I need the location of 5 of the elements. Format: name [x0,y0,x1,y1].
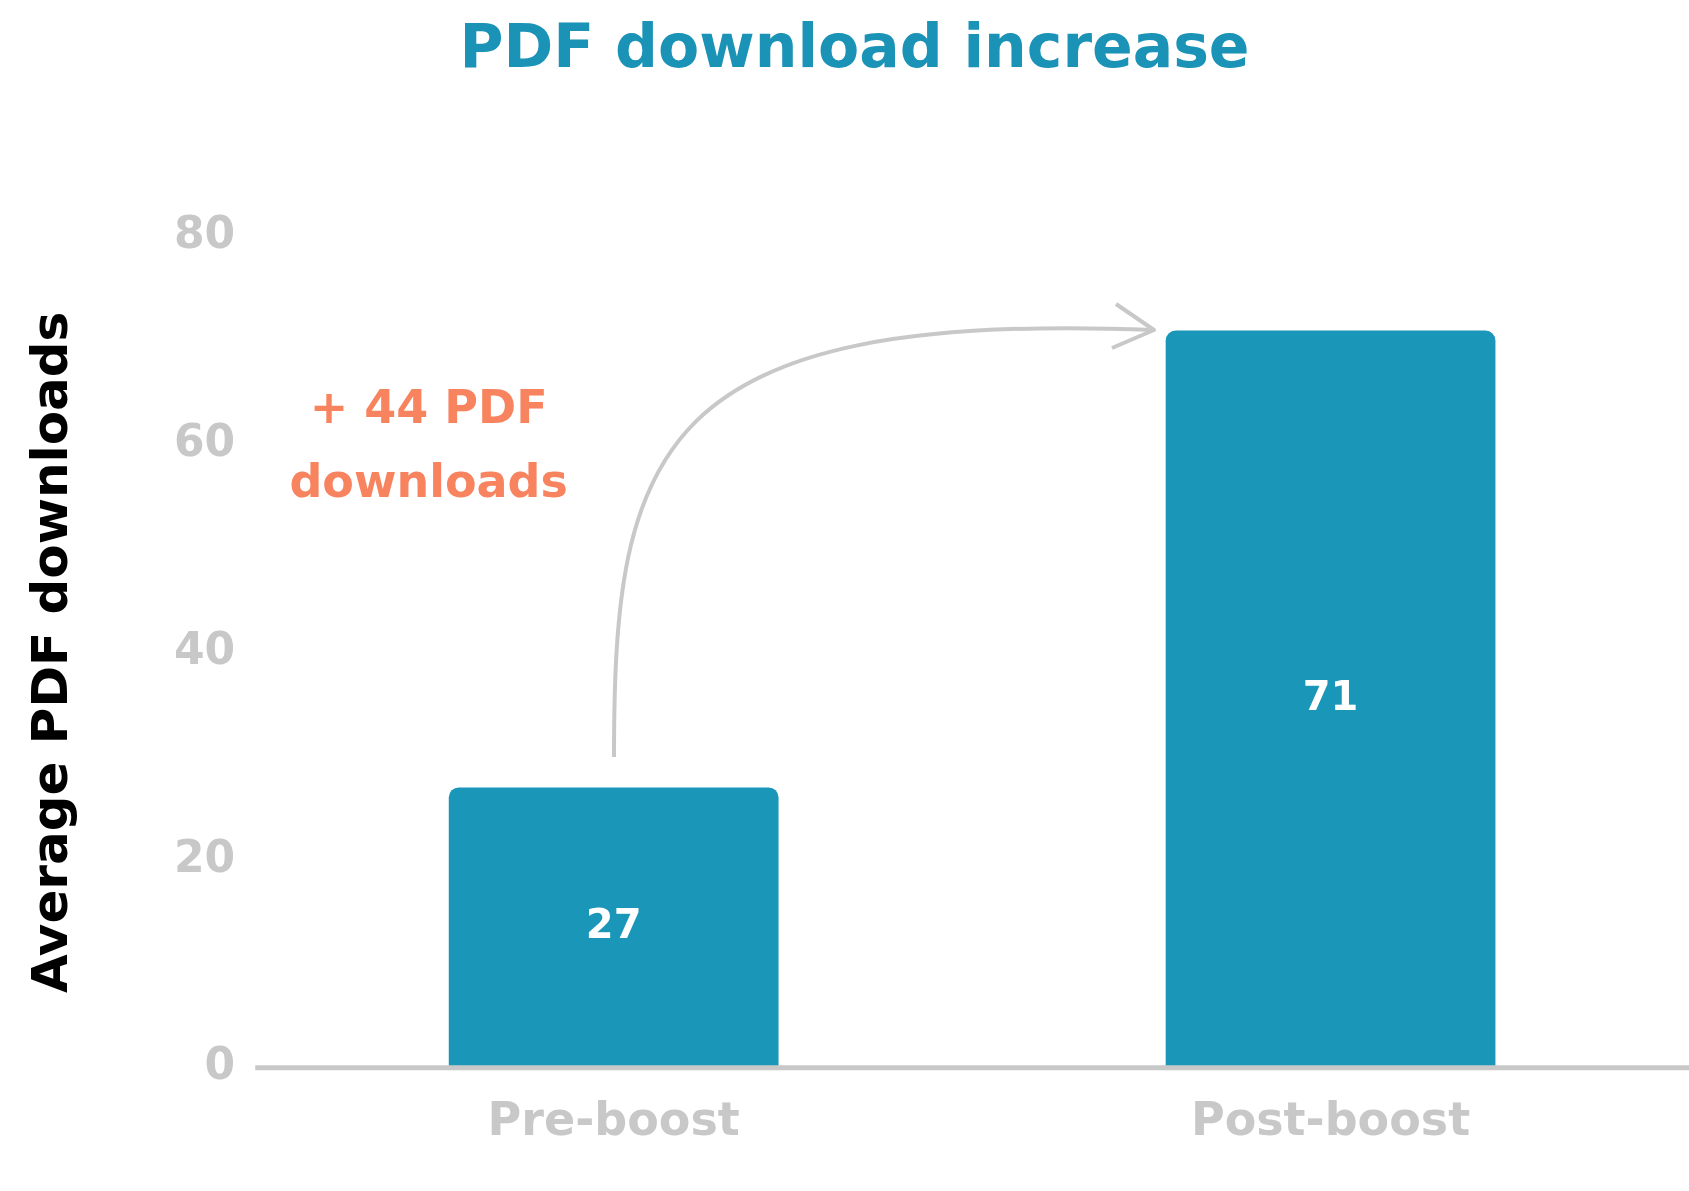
data-label: 71 [1302,672,1359,719]
y-axis-title: Average PDF downloads [20,311,79,994]
data-label: 27 [585,900,642,947]
annotation: + 44 PDF downloads [288,379,569,511]
chart-title: PDF download increase [459,10,1250,81]
